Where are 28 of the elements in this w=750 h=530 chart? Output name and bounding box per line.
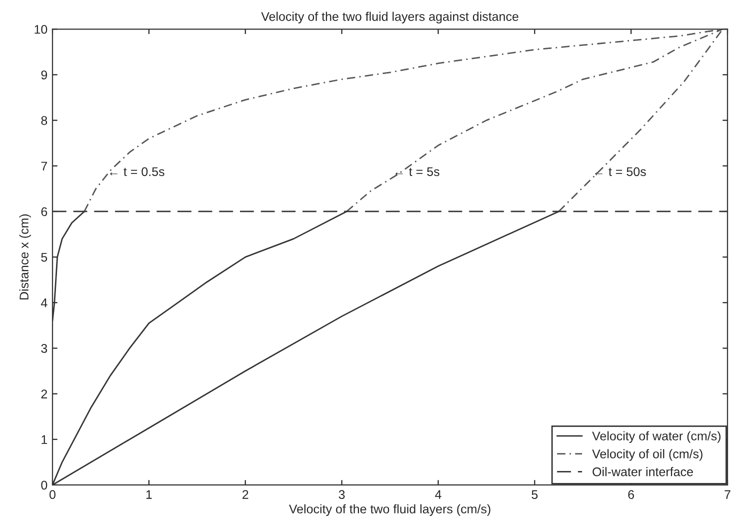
y-tick-label: 0: [41, 480, 48, 490]
legend-label: Velocity of oil (cm/s): [592, 449, 702, 461]
x-tick-label: 7: [724, 490, 730, 499]
y-tick-label: 5: [41, 252, 48, 262]
y-tick-label: 1: [42, 435, 48, 444]
annotation: ← t = 50s: [595, 167, 646, 176]
annotation: ← t = 5s: [395, 167, 440, 176]
x-tick-label: 3: [338, 490, 345, 499]
x-tick-label: 0: [50, 490, 56, 499]
y-tick-label: 9: [41, 70, 48, 80]
x-tick-label: 5: [532, 490, 538, 499]
x-tick-label: 2: [242, 490, 248, 499]
y-tick-label: 8: [41, 116, 48, 125]
y-tick-label: 3: [41, 344, 48, 353]
y-tick-label: 7: [41, 162, 48, 170]
x-axis-title: Velocity of the two fluid layers (cm/s): [288, 504, 490, 516]
x-tick-label: 4: [435, 490, 442, 499]
y-axis-title: Distance x (cm): [19, 214, 31, 300]
y-tick-label: 2: [41, 390, 48, 398]
y-tick-label: 4: [40, 298, 48, 308]
legend-label: Velocity of water (cm/s): [592, 431, 720, 443]
chart-title: Velocity of the two fluid layers against distance: [261, 12, 518, 24]
y-tick-label: 6: [41, 207, 48, 216]
legend-label: Oil-water interface: [592, 467, 693, 476]
y-tick-label: 10: [34, 24, 48, 34]
x-tick-label: 1: [146, 490, 152, 499]
x-tick-label: 6: [628, 490, 634, 499]
annotation: ← t = 0.5s: [110, 167, 164, 176]
